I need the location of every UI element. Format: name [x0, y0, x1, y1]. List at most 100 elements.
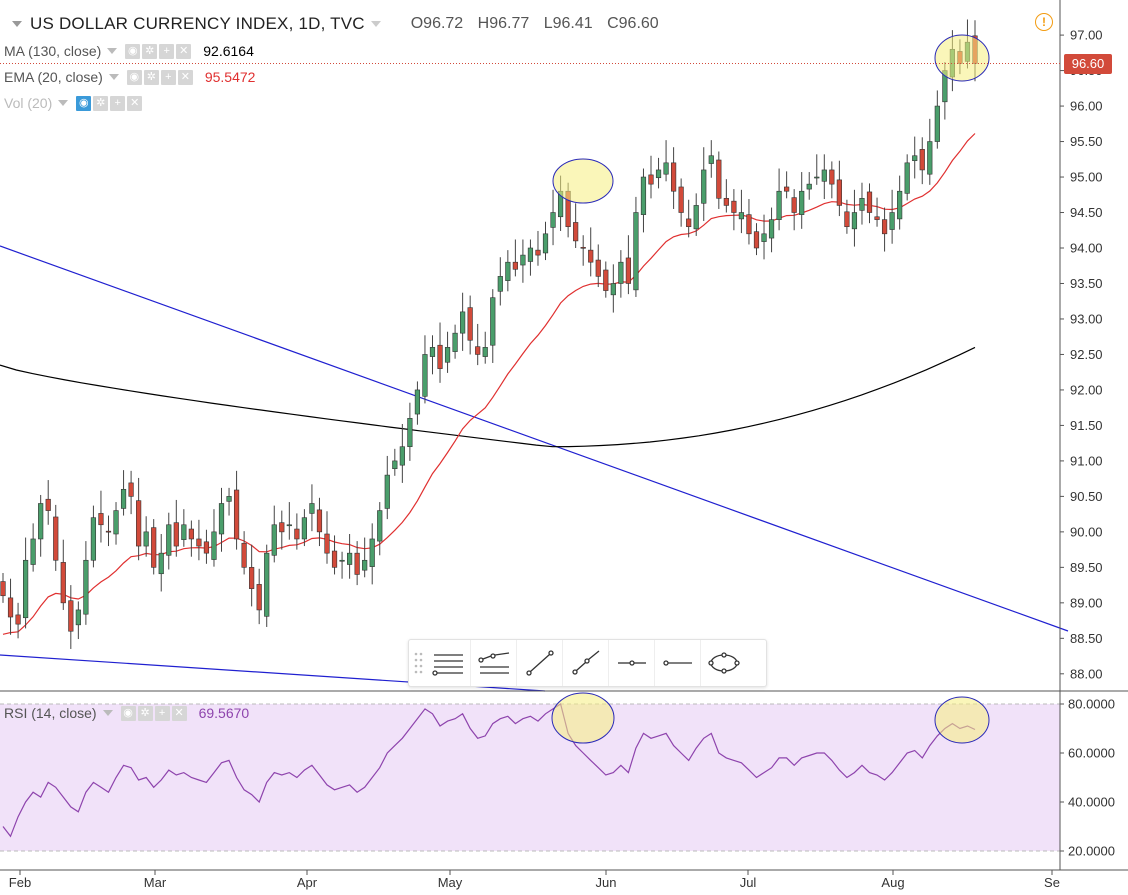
vol-add-icon[interactable]: +: [110, 95, 126, 111]
highlight-ellipse[interactable]: [934, 34, 990, 82]
vol-dropdown-icon[interactable]: [58, 100, 69, 106]
candle: [271, 505, 277, 563]
ma-remove-icon[interactable]: ✕: [176, 43, 192, 59]
candle-body: [851, 212, 858, 230]
rsi-dropdown-icon[interactable]: [102, 710, 113, 716]
price-tick-label: 90.00: [1070, 524, 1103, 539]
highlight-ellipse[interactable]: [934, 696, 990, 744]
ema-visibility-icon[interactable]: ◉: [126, 69, 142, 85]
candle: [437, 322, 443, 383]
candle: [309, 484, 315, 532]
candle: [603, 261, 609, 298]
title-dropdown-icon[interactable]: [370, 21, 381, 27]
ray-icon[interactable]: [562, 640, 608, 686]
candle-body: [708, 155, 714, 164]
candle: [158, 534, 164, 592]
time-tick-label: Feb: [9, 875, 31, 890]
candle: [505, 250, 511, 292]
ma-legend[interactable]: MA (130, close) ◉ ✲ + ✕ 92.6164: [4, 43, 254, 59]
rsi-add-icon[interactable]: +: [154, 705, 170, 721]
alert-icon[interactable]: !: [1035, 13, 1053, 31]
candle: [211, 509, 217, 567]
candle: [716, 151, 722, 209]
price-tick-label: 93.50: [1070, 276, 1103, 291]
drawing-toolbar[interactable]: [408, 639, 767, 687]
candle-body: [618, 261, 624, 284]
rsi-legend[interactable]: RSI (14, close) ◉ ✲ + ✕ 69.5670: [4, 705, 249, 721]
candle-body: [475, 346, 481, 355]
trend-line-upper[interactable]: [0, 245, 1069, 632]
candle-body: [889, 212, 895, 230]
pitchfork-icon[interactable]: [470, 640, 516, 686]
ellipse-icon[interactable]: [700, 640, 746, 686]
candle: [429, 335, 436, 375]
candle-body: [294, 528, 300, 540]
ma-add-icon[interactable]: +: [159, 43, 175, 59]
ma-dropdown-icon[interactable]: [107, 48, 118, 54]
candle: [851, 189, 858, 247]
candle-body: [15, 614, 21, 625]
ohlc-values: O96.72 H96.77 L96.41 C96.60: [411, 15, 659, 33]
vol-visibility-icon[interactable]: ◉: [76, 95, 92, 111]
candle: [233, 470, 240, 550]
candle: [218, 487, 225, 552]
candle-body: [399, 446, 405, 466]
time-tick-label: Jun: [596, 875, 617, 890]
candle-body: [693, 205, 699, 230]
ma-settings-icon[interactable]: ✲: [142, 43, 158, 59]
candle: [143, 516, 149, 557]
candle-body: [45, 498, 51, 511]
vol-remove-icon[interactable]: ✕: [127, 95, 143, 111]
price-tick-label: 89.00: [1070, 595, 1103, 610]
candle: [671, 147, 677, 209]
ema-remove-icon[interactable]: ✕: [177, 69, 193, 85]
rsi-settings-icon[interactable]: ✲: [137, 705, 153, 721]
candle: [663, 140, 669, 182]
ema-20-line: [2, 133, 976, 635]
drag-handle-icon[interactable]: [413, 648, 425, 678]
candle: [226, 487, 232, 516]
ema-legend[interactable]: EMA (20, close) ◉ ✲ + ✕ 95.5472: [4, 69, 255, 85]
candle: [38, 494, 44, 557]
rsi-remove-icon[interactable]: ✕: [171, 705, 187, 721]
candle-body: [23, 559, 29, 619]
candle: [497, 257, 503, 306]
candle-body: [731, 200, 737, 213]
candle-body: [497, 276, 503, 292]
candle-body: [512, 261, 518, 270]
horizontal-lines-icon[interactable]: [425, 640, 470, 686]
candle-body: [761, 233, 767, 242]
candle-body: [490, 297, 496, 346]
ema-dropdown-icon[interactable]: [108, 74, 119, 80]
candle-body: [422, 354, 428, 397]
horizontal-ray-icon[interactable]: [608, 640, 654, 686]
ema-settings-icon[interactable]: ✲: [143, 69, 159, 85]
time-tick-label: Aug: [881, 875, 904, 890]
horizontal-segment-icon[interactable]: [654, 640, 700, 686]
candle: [90, 505, 97, 568]
candle-body: [686, 218, 692, 228]
candle-body: [836, 179, 842, 206]
collapse-caret-icon[interactable]: [12, 21, 22, 27]
candle: [618, 250, 624, 298]
candle-body: [535, 249, 541, 256]
candle: [294, 513, 300, 550]
candle: [384, 455, 390, 520]
candle-body: [316, 509, 323, 533]
candle: [580, 235, 586, 266]
candle: [693, 193, 699, 236]
candle-body: [655, 169, 662, 179]
ema-add-icon[interactable]: +: [160, 69, 176, 85]
vol-settings-icon[interactable]: ✲: [93, 95, 109, 111]
candle: [633, 196, 639, 297]
highlight-ellipse[interactable]: [551, 692, 615, 744]
vol-legend[interactable]: Vol (20) ◉ ✲ + ✕: [4, 95, 144, 111]
highlight-ellipse[interactable]: [552, 158, 614, 204]
candle: [347, 534, 353, 579]
candle-body: [105, 530, 112, 533]
candle: [919, 137, 925, 185]
trend-line-icon[interactable]: [516, 640, 562, 686]
ma-visibility-icon[interactable]: ◉: [125, 43, 141, 59]
rsi-visibility-icon[interactable]: ◉: [120, 705, 136, 721]
